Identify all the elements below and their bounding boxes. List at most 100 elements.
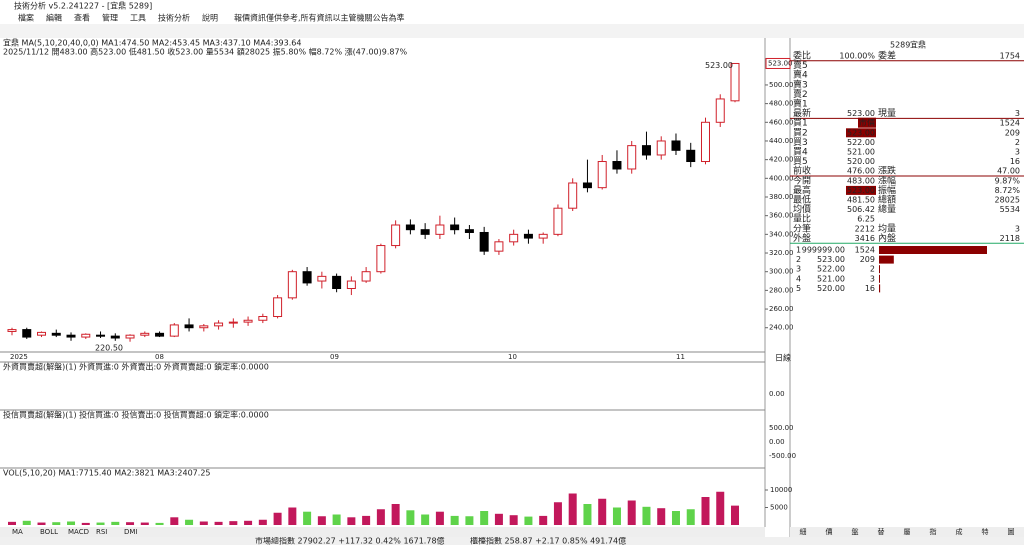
depth-bar bbox=[879, 284, 881, 293]
quote-cell: 量比 bbox=[793, 213, 811, 225]
candle-body bbox=[450, 224, 460, 231]
volume-bar bbox=[214, 521, 223, 525]
quote-cell: 523.00 bbox=[847, 109, 875, 118]
x-tick-label: 10 bbox=[508, 353, 517, 361]
candle-body bbox=[612, 161, 622, 170]
menu-item[interactable]: 編輯 bbox=[46, 13, 62, 23]
quote-tab[interactable]: 替 bbox=[878, 527, 885, 536]
quote-cell: 前收 bbox=[793, 165, 811, 177]
candle-body bbox=[37, 331, 47, 336]
volume-bar bbox=[332, 514, 341, 525]
tab[interactable]: MA bbox=[12, 528, 23, 536]
volume-bar bbox=[96, 522, 105, 525]
depth-bar bbox=[879, 265, 880, 274]
menu-item[interactable]: 說明 bbox=[202, 13, 218, 23]
window-title: 技術分析 v5.2.241227 - [宜鼎 5289] bbox=[14, 1, 152, 11]
quote-cell: 最新 bbox=[793, 107, 811, 119]
quote-cell: 總量 bbox=[878, 203, 896, 215]
quote-tabs bbox=[790, 527, 1024, 537]
candle-body bbox=[641, 145, 651, 156]
candle-body bbox=[494, 241, 504, 252]
quote-cell: 2 bbox=[1015, 138, 1020, 147]
volume-bar bbox=[229, 521, 238, 525]
candle-body bbox=[155, 332, 165, 337]
y-tick-label: 280.00 bbox=[769, 286, 794, 294]
tab[interactable]: BOLL bbox=[40, 528, 58, 536]
quote-tab[interactable]: 成 bbox=[956, 527, 963, 536]
quote-cell: 總額 bbox=[878, 194, 896, 206]
candle-body bbox=[81, 333, 91, 338]
volume-bar bbox=[494, 513, 503, 525]
x-tick-label: 11 bbox=[676, 353, 685, 361]
quote-tab[interactable]: 價 bbox=[826, 527, 833, 536]
quote-tab[interactable]: 圖 bbox=[1008, 528, 1015, 536]
candle-body bbox=[420, 229, 430, 235]
volume-bar bbox=[568, 493, 577, 525]
candle-body bbox=[361, 271, 371, 282]
quote-tab[interactable]: 屬 bbox=[904, 528, 911, 536]
y-tick-label: 320.00 bbox=[769, 249, 794, 257]
panel-tick: 500.00 bbox=[769, 424, 794, 432]
quote-cell: 2212 bbox=[855, 224, 875, 233]
depth-level: 2 bbox=[796, 255, 801, 264]
quote-cell: 分筆 bbox=[793, 222, 811, 234]
quote-cell: 最低 bbox=[793, 194, 811, 206]
candle-body bbox=[376, 245, 386, 273]
candle-body bbox=[96, 334, 106, 337]
volume-bar bbox=[583, 504, 592, 525]
volume-bar bbox=[347, 517, 356, 525]
quote-tab[interactable]: 細 bbox=[800, 527, 807, 536]
volume-bar bbox=[553, 502, 562, 525]
tab[interactable]: DMI bbox=[124, 528, 138, 536]
candle-body bbox=[184, 324, 194, 329]
menu-item[interactable]: 技術分析 bbox=[158, 13, 190, 23]
volume-bar bbox=[288, 507, 297, 525]
tab[interactable]: RSI bbox=[96, 528, 107, 536]
candle-body bbox=[346, 280, 356, 290]
candle-body bbox=[169, 324, 179, 337]
menu-item[interactable]: 檔案 bbox=[18, 13, 34, 23]
volume-bar bbox=[22, 520, 31, 525]
candle-body bbox=[700, 121, 710, 163]
menu-item[interactable]: 查看 bbox=[74, 13, 90, 23]
volume-bar bbox=[317, 516, 326, 525]
volume-bar bbox=[126, 522, 135, 525]
quote-cell: 1524 bbox=[1000, 119, 1020, 128]
quote-cell: 28025 bbox=[995, 196, 1020, 205]
volume-bar bbox=[244, 520, 253, 525]
volume-bar bbox=[376, 509, 385, 525]
menu-item[interactable]: 管理 bbox=[102, 13, 118, 23]
depth-level: 1 bbox=[796, 246, 801, 255]
menu-item[interactable]: 工具 bbox=[130, 14, 146, 23]
panel-tick: -500.00 bbox=[769, 452, 796, 460]
notice: 報價資訊僅供參考,所有資訊以主管機關公告為準 bbox=[234, 13, 405, 23]
volume-bar bbox=[509, 515, 518, 525]
candle-body bbox=[464, 229, 474, 233]
volume-bar bbox=[539, 515, 548, 525]
tab[interactable]: MACD bbox=[68, 528, 89, 536]
candle-body bbox=[715, 98, 725, 123]
quote-tab[interactable]: 特 bbox=[982, 527, 989, 536]
high-label: 523.00 bbox=[705, 61, 733, 70]
quote-cell: 523.00 bbox=[847, 186, 875, 195]
quote-cell: 8.72% bbox=[995, 186, 1021, 195]
quote-cell: 委差 bbox=[878, 50, 896, 62]
panel-tick: 0.00 bbox=[769, 390, 785, 398]
highlight bbox=[858, 117, 876, 128]
quote-cell: 均價 bbox=[793, 203, 811, 215]
info-line: 宜鼎 MA(5,10,20,40,0,0) MA1:474.50 MA2:453… bbox=[3, 38, 301, 48]
volume-bar bbox=[111, 521, 120, 525]
quote-tab[interactable]: 盤 bbox=[852, 527, 859, 536]
quote-cell: 漲跌 bbox=[878, 166, 896, 177]
quote-cell: 16 bbox=[1010, 157, 1020, 166]
volume-bar bbox=[391, 504, 400, 525]
depth-volume: 209 bbox=[860, 255, 875, 264]
candle-body bbox=[479, 231, 489, 252]
candle-body bbox=[509, 233, 519, 243]
quote-tab[interactable]: 指 bbox=[930, 527, 937, 536]
y-tick-label: 240.00 bbox=[769, 324, 794, 332]
quote-cell: 47.00 bbox=[997, 167, 1020, 176]
quote-cell: 3 bbox=[1015, 224, 1020, 233]
quote-cell: 520.00 bbox=[847, 157, 875, 166]
candle-body bbox=[671, 140, 681, 151]
